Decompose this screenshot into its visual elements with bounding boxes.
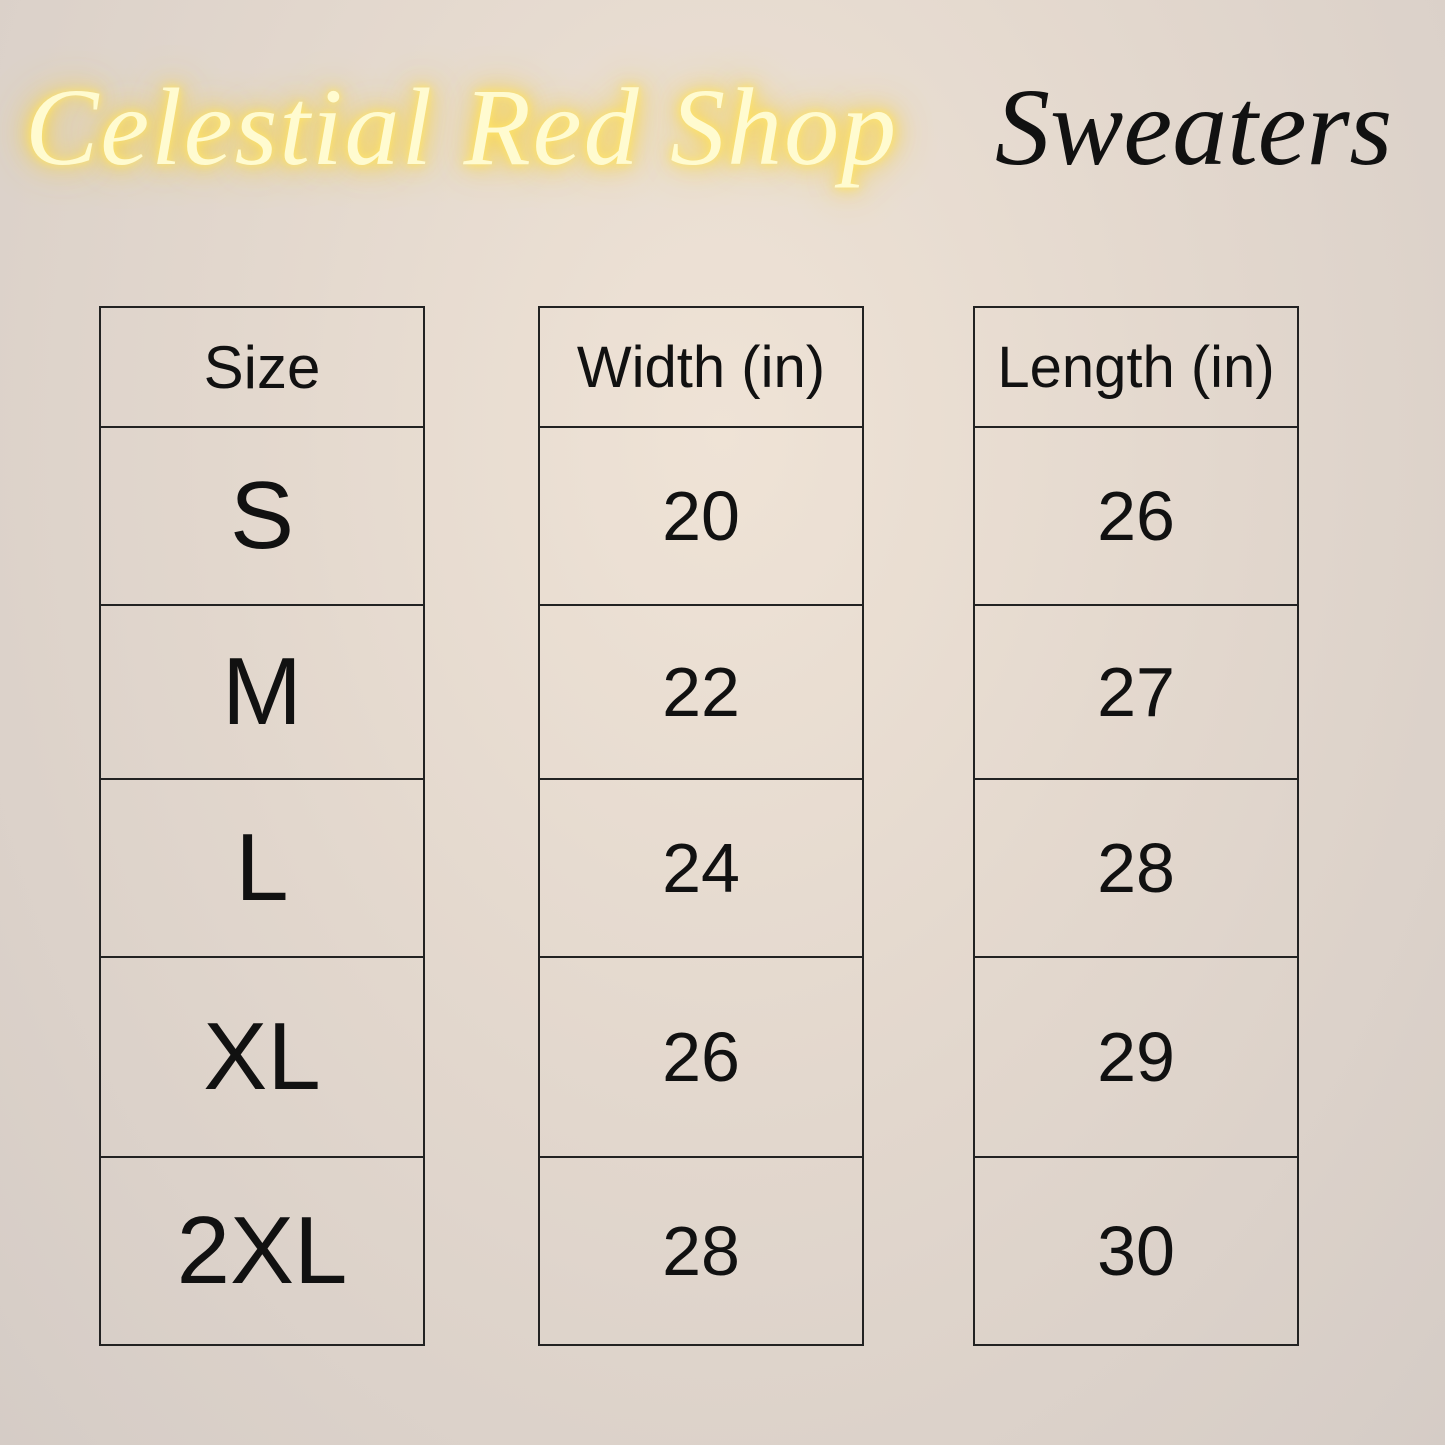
table-cell: 24: [540, 778, 862, 956]
table-cell: M: [101, 604, 423, 778]
category-title: Sweaters: [995, 66, 1393, 188]
column-header: Width (in): [576, 334, 826, 400]
table-cell: 20: [540, 426, 862, 604]
table-cell: 28: [540, 1156, 862, 1344]
table-cell: 30: [975, 1156, 1297, 1344]
table-cell: S: [101, 426, 423, 604]
table-cell: 27: [975, 604, 1297, 778]
column-width: Width (in) 20 22 24 26 28: [538, 306, 864, 1346]
shop-logo: Celestial Red Shop: [25, 66, 899, 188]
table-cell: 28: [975, 778, 1297, 956]
table-cell: 22: [540, 604, 862, 778]
column-header: Length (in): [997, 334, 1275, 400]
column-size: Size S M L XL 2XL: [99, 306, 425, 1346]
table-cell: 2XL: [101, 1156, 423, 1344]
column-header: Size: [203, 333, 321, 401]
table-cell: 26: [540, 956, 862, 1156]
table-cell: 29: [975, 956, 1297, 1156]
table-cell: XL: [101, 956, 423, 1156]
table-cell: 26: [975, 426, 1297, 604]
column-length: Length (in) 26 27 28 29 30: [973, 306, 1299, 1346]
table-cell: L: [101, 778, 423, 956]
